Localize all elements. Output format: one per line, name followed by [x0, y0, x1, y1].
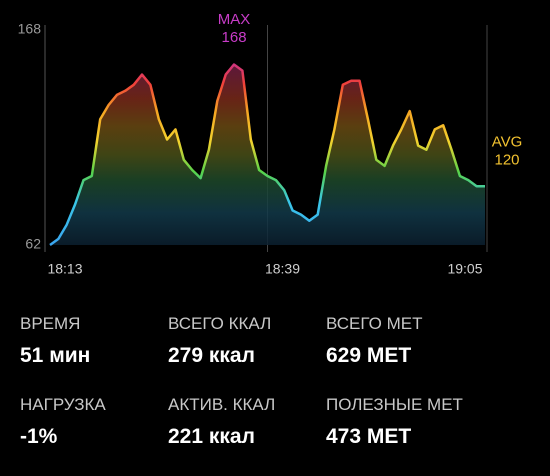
- stat-value: 279 ккал: [168, 344, 255, 367]
- stat-label: НАГРУЗКА: [20, 395, 106, 414]
- stat-value: -1%: [20, 425, 58, 448]
- stat-value: 51 мин: [20, 344, 91, 367]
- stat-value: 629 МЕТ: [326, 344, 412, 367]
- stat-label: ПОЛЕЗНЫЕ МЕТ: [326, 395, 463, 414]
- x-tick-label: 19:05: [447, 261, 482, 277]
- x-tick-label: 18:39: [265, 261, 300, 277]
- stat-value: 221 ккал: [168, 425, 255, 448]
- stat-value: 473 МЕТ: [326, 425, 412, 448]
- stat-label: АКТИВ. ККАЛ: [168, 395, 276, 414]
- y-tick-label: 168: [18, 21, 42, 37]
- stat-label: ВРЕМЯ: [20, 314, 81, 333]
- avg-value: 120: [494, 151, 519, 168]
- max-value: 168: [222, 29, 247, 46]
- x-tick-label: 18:13: [47, 261, 82, 277]
- stats: ВРЕМЯ 51 мин ВСЕГО ККАЛ 279 ккал ВСЕГО МЕТ 62…: [0, 300, 550, 476]
- stat-label: ВСЕГО МЕТ: [326, 314, 423, 333]
- area: [50, 64, 485, 245]
- stat-label: ВСЕГО ККАЛ: [168, 314, 272, 333]
- avg-label: AVG: [492, 133, 523, 150]
- y-tick-label: 62: [25, 236, 41, 252]
- max-label: MAX: [218, 11, 251, 28]
- line: [49, 63, 485, 247]
